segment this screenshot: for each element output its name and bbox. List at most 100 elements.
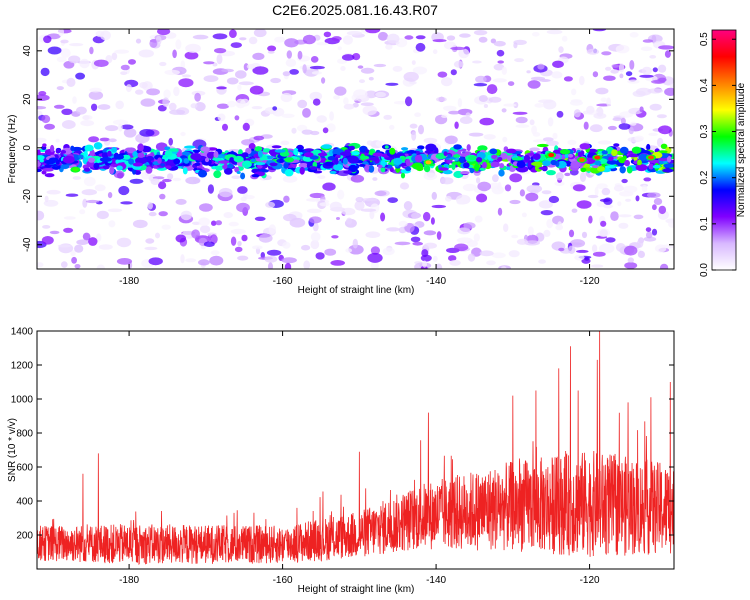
noise-cell — [346, 217, 353, 225]
noise-cell — [588, 215, 593, 224]
noise-cell — [592, 71, 599, 78]
noise-cell — [612, 117, 623, 121]
y-tick-label: 1400 — [11, 327, 34, 338]
noise-cell — [615, 243, 626, 252]
noise-cell — [571, 208, 578, 213]
band-cell — [304, 148, 314, 152]
noise-cell — [178, 78, 194, 88]
noise-cell — [140, 98, 156, 107]
noise-cell — [55, 138, 60, 143]
noise-cell — [43, 35, 52, 44]
band-cell — [443, 151, 448, 157]
band-cell — [364, 149, 370, 154]
noise-cell — [597, 140, 612, 145]
band-cell — [184, 145, 196, 149]
noise-cell — [105, 125, 119, 132]
band-cell — [660, 143, 668, 149]
noise-cell — [163, 89, 171, 99]
noise-cell — [254, 216, 266, 221]
noise-cell — [624, 262, 638, 269]
noise-cell — [74, 264, 81, 269]
band-cell — [168, 148, 179, 152]
noise-cell — [175, 234, 187, 243]
noise-cell — [184, 51, 199, 60]
noise-cell — [551, 71, 563, 79]
noise-cell — [113, 170, 125, 179]
band-cell — [37, 149, 41, 157]
band-cell — [405, 158, 411, 167]
band-cell — [107, 150, 112, 157]
noise-cell — [365, 231, 381, 238]
noise-cell — [441, 114, 448, 119]
band-cell — [213, 170, 222, 179]
noise-cell — [172, 177, 182, 182]
band-cell — [164, 146, 171, 151]
x-tick-label: -120 — [580, 276, 600, 287]
band-cell — [527, 152, 535, 156]
band-cell — [631, 146, 642, 154]
noise-cell — [316, 42, 329, 46]
noise-cell — [557, 221, 563, 230]
noise-cell — [493, 40, 506, 47]
noise-cell — [398, 220, 408, 227]
noise-cell — [240, 98, 250, 107]
noise-cell — [228, 221, 239, 227]
y-tick-label: 400 — [16, 497, 33, 508]
band-cell — [114, 154, 124, 160]
noise-cell — [412, 241, 424, 246]
noise-cell — [576, 200, 592, 209]
y-tick-label: 800 — [16, 429, 33, 440]
noise-cell — [350, 174, 365, 183]
noise-cell — [576, 249, 589, 253]
noise-cell — [199, 203, 213, 212]
noise-cell — [370, 246, 380, 255]
noise-cell — [454, 243, 469, 252]
noise-cell — [125, 84, 132, 93]
noise-cell — [372, 177, 378, 181]
noise-cell — [623, 185, 638, 193]
noise-cell — [274, 36, 286, 43]
noise-cell — [282, 175, 298, 183]
colorbar-tick-label: 0.3 — [699, 124, 710, 138]
band-cell — [109, 166, 115, 175]
noise-cell — [345, 248, 353, 253]
noise-cell — [301, 244, 311, 251]
noise-cell — [450, 69, 457, 76]
band-cell — [550, 159, 557, 166]
band-cell — [511, 157, 524, 161]
band-cell — [317, 152, 328, 157]
noise-cell — [453, 60, 464, 68]
noise-cell — [56, 86, 64, 91]
y-tick-label: 20 — [22, 93, 33, 105]
noise-cell — [164, 69, 180, 76]
noise-cell — [405, 96, 413, 107]
band-cell — [438, 167, 449, 171]
noise-cell — [309, 65, 325, 70]
band-cell — [532, 153, 541, 161]
band-cell — [594, 160, 602, 166]
noise-cell — [474, 215, 483, 223]
noise-cell — [418, 124, 424, 135]
noise-cell — [639, 74, 654, 78]
noise-cell — [44, 195, 49, 203]
noise-cell — [108, 220, 116, 228]
noise-cell — [479, 250, 494, 257]
hotspot-cell — [425, 160, 432, 165]
noise-cell — [660, 263, 669, 269]
noise-cell — [268, 262, 273, 269]
noise-cell — [310, 56, 319, 63]
noise-cell — [649, 55, 657, 59]
colorbar: 0.0 0.1 0.2 0.3 0.4 0.5 Normalized spectral a… — [699, 29, 747, 277]
noise-cell — [148, 257, 163, 266]
noise-cell — [180, 131, 186, 137]
band-cell — [487, 154, 492, 161]
band-cell — [224, 168, 233, 175]
band-cell — [618, 157, 626, 164]
noise-cell — [98, 244, 113, 250]
noise-cell — [532, 32, 540, 37]
noise-cell — [366, 140, 373, 146]
noise-cell — [61, 108, 73, 116]
band-cell — [460, 171, 470, 175]
noise-cell — [529, 119, 535, 126]
noise-cell — [251, 245, 263, 250]
